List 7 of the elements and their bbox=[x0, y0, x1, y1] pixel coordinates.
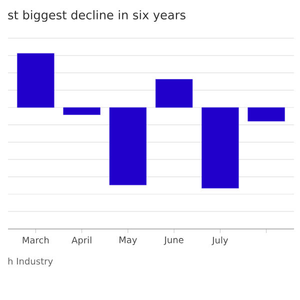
x-tick-label: May bbox=[120, 236, 137, 245]
chart-title: st biggest decline in six years bbox=[8, 10, 186, 22]
x-tick-label: March bbox=[22, 236, 49, 244]
text: h Industry bbox=[8, 258, 53, 266]
x-tick-label: June bbox=[164, 236, 184, 245]
x-tick-label: July bbox=[212, 236, 228, 246]
x-tick-label: April bbox=[72, 236, 92, 246]
